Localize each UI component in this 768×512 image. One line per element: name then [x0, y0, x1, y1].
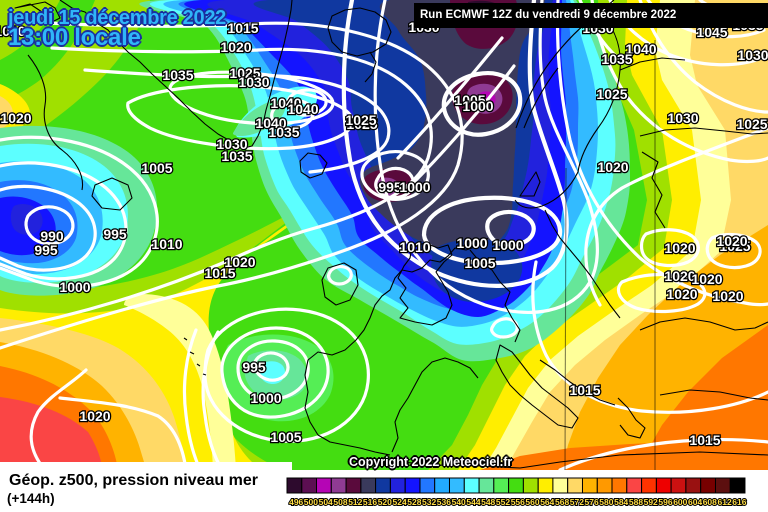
svg-text:1000: 1000 — [492, 237, 523, 253]
svg-text:516: 516 — [363, 497, 377, 507]
svg-text:1025: 1025 — [596, 86, 627, 102]
svg-text:564: 564 — [540, 497, 554, 507]
svg-text:608: 608 — [703, 497, 717, 507]
svg-text:1015: 1015 — [569, 382, 600, 398]
svg-text:1020: 1020 — [0, 110, 31, 126]
svg-text:1030: 1030 — [216, 136, 247, 152]
svg-text:544: 544 — [466, 497, 480, 507]
svg-text:584: 584 — [614, 497, 628, 507]
svg-text:1005: 1005 — [454, 92, 485, 108]
svg-text:520: 520 — [378, 497, 392, 507]
svg-text:1010: 1010 — [151, 236, 182, 252]
svg-text:604: 604 — [688, 497, 702, 507]
svg-text:1020: 1020 — [691, 271, 722, 287]
svg-text:552: 552 — [496, 497, 510, 507]
svg-text:1030: 1030 — [667, 110, 698, 126]
svg-text:512: 512 — [348, 497, 362, 507]
svg-text:1035: 1035 — [162, 67, 193, 83]
svg-text:580: 580 — [599, 497, 613, 507]
svg-text:1040: 1040 — [255, 115, 286, 131]
svg-text:1030: 1030 — [737, 47, 768, 63]
svg-text:1020: 1020 — [224, 254, 255, 270]
svg-text:1000: 1000 — [456, 235, 487, 251]
svg-text:1015: 1015 — [204, 265, 235, 281]
svg-text:1035: 1035 — [268, 124, 299, 140]
svg-text:500: 500 — [304, 497, 318, 507]
svg-text:1020: 1020 — [664, 240, 695, 256]
svg-text:560: 560 — [525, 497, 539, 507]
svg-text:1015: 1015 — [689, 432, 720, 448]
svg-text:548: 548 — [481, 497, 495, 507]
svg-text:540: 540 — [452, 497, 466, 507]
svg-text:1030: 1030 — [238, 74, 269, 90]
svg-text:995: 995 — [378, 179, 402, 195]
svg-text:532: 532 — [422, 497, 436, 507]
svg-text:572: 572 — [570, 497, 584, 507]
svg-text:1000: 1000 — [462, 98, 493, 114]
svg-text:1020: 1020 — [664, 268, 695, 284]
svg-text:568: 568 — [555, 497, 569, 507]
svg-text:1040: 1040 — [287, 101, 318, 117]
svg-text:592: 592 — [644, 497, 658, 507]
svg-text:496: 496 — [289, 497, 303, 507]
svg-text:1000: 1000 — [59, 279, 90, 295]
svg-text:1020: 1020 — [79, 408, 110, 424]
svg-text:1000: 1000 — [399, 179, 430, 195]
svg-text:1020: 1020 — [712, 288, 743, 304]
svg-text:1025: 1025 — [736, 116, 767, 132]
svg-text:576: 576 — [585, 497, 599, 507]
svg-text:1020: 1020 — [666, 286, 697, 302]
svg-text:1010: 1010 — [399, 239, 430, 255]
svg-text:1020: 1020 — [597, 159, 628, 175]
svg-text:1015: 1015 — [227, 20, 258, 36]
svg-text:1025: 1025 — [345, 112, 376, 128]
svg-text:1025: 1025 — [346, 116, 377, 132]
svg-text:1025: 1025 — [229, 65, 260, 81]
svg-text:1035: 1035 — [221, 148, 252, 164]
svg-text:995: 995 — [103, 226, 127, 242]
svg-text:612: 612 — [718, 497, 732, 507]
svg-text:1000: 1000 — [250, 390, 281, 406]
svg-text:1005: 1005 — [270, 429, 301, 445]
svg-text:536: 536 — [437, 497, 451, 507]
svg-text:1005: 1005 — [464, 255, 495, 271]
svg-text:990: 990 — [40, 228, 64, 244]
svg-text:1020: 1020 — [716, 233, 747, 249]
svg-text:556: 556 — [511, 497, 525, 507]
svg-text:995: 995 — [34, 242, 58, 258]
svg-text:596: 596 — [658, 497, 672, 507]
svg-text:528: 528 — [407, 497, 421, 507]
svg-text:504: 504 — [319, 497, 333, 507]
svg-text:616: 616 — [732, 497, 746, 507]
svg-text:1010: 1010 — [0, 23, 26, 39]
svg-text:1005: 1005 — [141, 160, 172, 176]
svg-text:524: 524 — [393, 497, 407, 507]
svg-text:508: 508 — [333, 497, 347, 507]
svg-text:1025: 1025 — [719, 238, 750, 254]
svg-text:995: 995 — [242, 359, 266, 375]
svg-text:600: 600 — [673, 497, 687, 507]
svg-text:1020: 1020 — [220, 39, 251, 55]
svg-text:1040: 1040 — [625, 41, 656, 57]
svg-text:1035: 1035 — [601, 51, 632, 67]
svg-text:588: 588 — [629, 497, 643, 507]
svg-text:1040: 1040 — [270, 95, 301, 111]
